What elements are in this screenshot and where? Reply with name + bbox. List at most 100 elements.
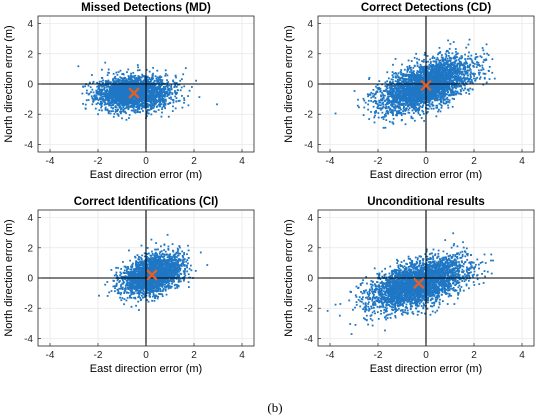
scatter-point <box>129 99 132 102</box>
scatter-point <box>152 102 155 104</box>
scatter-point <box>444 59 447 62</box>
scatter-point <box>391 121 394 124</box>
scatter-point <box>155 87 158 89</box>
scatter-point <box>94 107 97 110</box>
scatter-point <box>160 115 163 118</box>
scatter-point <box>127 68 130 71</box>
scatter-point <box>95 89 98 92</box>
scatter-point <box>392 76 394 79</box>
scatter-point <box>159 78 162 81</box>
scatter-point <box>405 91 408 94</box>
scatter-point <box>443 91 446 94</box>
scatter-point <box>426 101 429 104</box>
scatter-point <box>456 73 458 76</box>
scatter-point <box>442 68 444 70</box>
scatter-point <box>119 94 122 97</box>
scatter-point <box>393 96 395 99</box>
scatter-point <box>173 81 176 84</box>
scatter-point <box>435 73 438 76</box>
scatter-point <box>139 103 142 106</box>
scatter-point <box>158 103 161 106</box>
scatter-point <box>165 91 168 94</box>
x-tick-label: -4 <box>46 156 55 167</box>
scatter-point <box>394 71 397 74</box>
scatter-point <box>122 87 125 90</box>
scatter-point <box>385 88 388 91</box>
scatter-point <box>428 104 431 107</box>
scatter-point <box>422 102 425 105</box>
scatter-point <box>114 75 117 78</box>
scatter-point <box>456 90 459 93</box>
scatter-point <box>106 74 109 77</box>
scatter-point <box>401 80 403 83</box>
scatter-point <box>133 79 136 82</box>
scatter-point <box>459 62 461 64</box>
scatter-point <box>436 106 439 109</box>
scatter-point <box>353 90 356 92</box>
scatter-point <box>161 98 164 101</box>
scatter-point <box>171 93 174 95</box>
scatter-point <box>150 95 153 97</box>
scatter-point <box>98 85 101 87</box>
scatter-point <box>115 90 118 93</box>
scatter-point <box>198 96 201 99</box>
scatter-point <box>123 76 126 79</box>
scatter-point <box>144 104 147 107</box>
scatter-point <box>396 74 399 77</box>
scatter-point <box>129 106 132 108</box>
scatter-point <box>433 73 436 76</box>
scatter-point <box>377 112 380 114</box>
scatter-point <box>100 93 103 96</box>
scatter-point <box>156 69 159 72</box>
scatter-point <box>404 123 407 126</box>
scatter-point <box>457 92 460 95</box>
scatter-point <box>134 96 137 99</box>
scatter-point <box>123 111 126 113</box>
scatter-point <box>466 77 468 80</box>
scatter-point <box>367 99 370 102</box>
scatter-point <box>98 109 101 112</box>
scatter-point <box>457 76 459 78</box>
scatter-point <box>102 95 104 98</box>
scatter-point <box>136 80 139 83</box>
scatter-point <box>159 103 162 106</box>
scatter-point <box>122 97 125 100</box>
scatter-point <box>146 112 149 114</box>
scatter-point <box>147 83 150 86</box>
scatter-point <box>437 110 439 113</box>
scatter-point <box>379 98 382 101</box>
scatter-point <box>164 100 167 102</box>
scatter-point <box>413 91 416 93</box>
scatter-point <box>155 91 158 93</box>
scatter-point <box>401 98 404 101</box>
scatter-point <box>397 72 400 75</box>
scatter-point <box>170 83 173 86</box>
scatter-point <box>397 79 400 82</box>
scatter-point <box>113 77 116 79</box>
scatter-point <box>433 88 436 90</box>
scatter-point <box>122 95 125 98</box>
scatter-point <box>398 111 401 114</box>
scatter-point <box>414 104 417 107</box>
scatter-point <box>465 46 468 49</box>
scatter-point <box>195 79 197 82</box>
scatter-point <box>397 105 400 108</box>
scatter-point <box>417 108 419 111</box>
scatter-point <box>106 99 109 102</box>
scatter-point <box>362 97 365 100</box>
scatter-point <box>123 98 126 101</box>
scatter-point <box>85 92 88 95</box>
scatter-point <box>364 101 367 104</box>
scatter-point <box>400 73 402 76</box>
scatter-point <box>404 99 407 101</box>
scatter-point <box>384 113 386 116</box>
scatter-point <box>449 72 451 75</box>
scatter-point <box>405 101 407 104</box>
scatter-point <box>142 97 145 100</box>
scatter-point <box>416 65 419 67</box>
scatter-point <box>174 84 177 87</box>
scatter-point <box>141 101 144 103</box>
scatter-point <box>130 84 133 86</box>
scatter-point <box>155 98 157 101</box>
scatter-point <box>132 100 134 103</box>
